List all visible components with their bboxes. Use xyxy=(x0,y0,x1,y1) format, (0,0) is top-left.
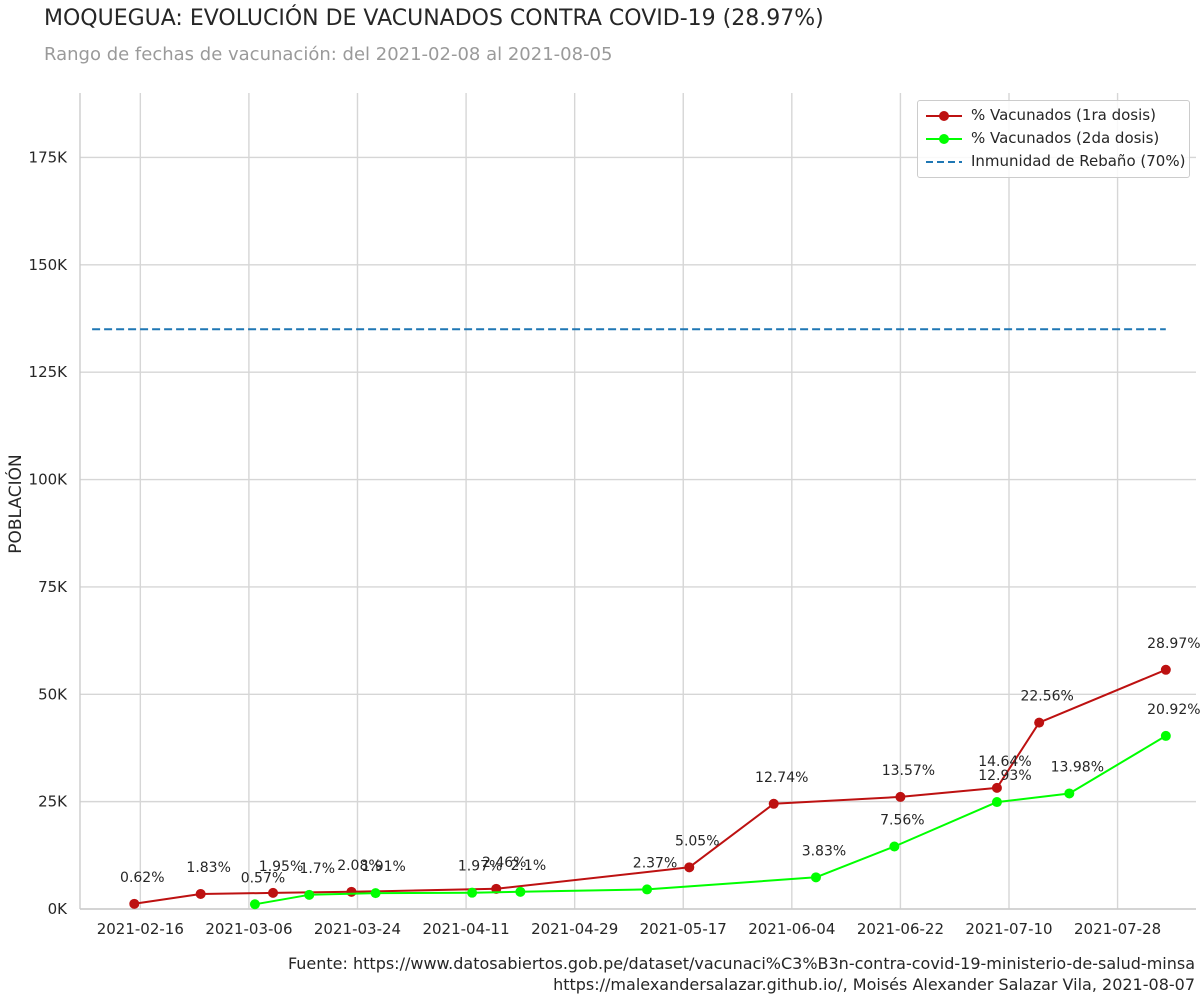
data-point-second-dose xyxy=(1160,730,1171,741)
legend-item-herd-immunity: Inmunidad de Rebaño (70%) xyxy=(918,151,1189,173)
data-point-first-dose xyxy=(684,862,695,873)
data-label-second-dose: 20.92% xyxy=(1147,702,1200,718)
legend: % Vacunados (1ra dosis) % Vacunados (2da… xyxy=(917,100,1190,178)
x-tick-label: 2021-04-11 xyxy=(422,920,509,938)
data-point-first-dose xyxy=(129,898,140,909)
data-point-second-dose xyxy=(515,886,526,897)
data-point-second-dose xyxy=(1064,788,1075,799)
data-label-first-dose: 12.74% xyxy=(755,770,808,786)
data-label-second-dose: 0.57% xyxy=(241,870,285,886)
x-tick-label: 2021-04-29 xyxy=(531,920,618,938)
data-point-first-dose xyxy=(768,798,779,809)
data-label-second-dose: 2.37% xyxy=(633,855,677,871)
data-label-first-dose: 1.83% xyxy=(186,860,230,876)
data-label-second-dose: 12.93% xyxy=(978,768,1031,784)
data-label-first-dose: 28.97% xyxy=(1147,636,1200,652)
data-point-second-dose xyxy=(810,872,821,883)
legend-second-dose-icon xyxy=(926,134,962,144)
y-tick-label: 0K xyxy=(48,900,69,918)
x-tick-label: 2021-02-16 xyxy=(97,920,184,938)
data-point-first-dose xyxy=(895,791,906,802)
data-label-second-dose: 1.97% xyxy=(458,859,502,875)
data-point-first-dose xyxy=(268,887,279,898)
chart-title: MOQUEGUA: EVOLUCIÓN DE VACUNADOS CONTRA … xyxy=(44,6,824,31)
data-point-second-dose xyxy=(889,841,900,852)
data-point-first-dose xyxy=(346,886,357,897)
data-point-second-dose xyxy=(642,884,653,895)
y-tick-label: 25K xyxy=(38,793,68,811)
x-tick-label: 2021-03-24 xyxy=(314,920,401,938)
data-label-first-dose: 22.56% xyxy=(1020,689,1073,705)
data-point-second-dose xyxy=(370,888,381,899)
source-line-2: https://malexandersalazar.github.io/, Mo… xyxy=(553,975,1195,994)
legend-item-first-dose: % Vacunados (1ra dosis) xyxy=(918,105,1189,127)
legend-herd-immunity-icon xyxy=(926,161,962,163)
data-label-second-dose: 1.7% xyxy=(299,861,335,877)
data-label-second-dose: 13.98% xyxy=(1051,759,1104,775)
grid xyxy=(80,93,1196,910)
data-label-first-dose: 0.62% xyxy=(120,870,164,886)
x-tick-label: 2021-07-10 xyxy=(965,920,1052,938)
y-tick-label: 75K xyxy=(38,578,68,596)
data-label-first-dose: 2.08% xyxy=(337,858,381,874)
legend-label-second-dose: % Vacunados (2da dosis) xyxy=(971,129,1160,147)
data-point-first-dose xyxy=(195,888,206,899)
x-tick-label: 2021-03-06 xyxy=(205,920,292,938)
x-tick-label: 2021-07-28 xyxy=(1074,920,1161,938)
legend-first-dose-icon xyxy=(926,111,962,121)
data-point-second-dose xyxy=(249,899,260,910)
data-label-first-dose: 13.57% xyxy=(882,763,935,779)
y-tick-label: 150K xyxy=(29,256,69,274)
data-point-second-dose xyxy=(991,797,1002,808)
data-label-second-dose: 7.56% xyxy=(880,813,924,829)
data-label-second-dose: 3.83% xyxy=(802,843,846,859)
x-tick-label: 2021-06-22 xyxy=(857,920,944,938)
data-label-first-dose: 14.64% xyxy=(978,754,1031,770)
x-tick-label: 2021-05-17 xyxy=(640,920,727,938)
y-tick-label: 100K xyxy=(29,471,69,489)
data-label-second-dose: 2.1% xyxy=(511,858,547,874)
legend-label-first-dose: % Vacunados (1ra dosis) xyxy=(971,106,1156,124)
ticks: 2021-02-16 2021-03-06 2021-03-24 2021-04-11… xyxy=(29,148,1162,938)
x-tick-label: 2021-06-04 xyxy=(748,920,835,938)
series-group xyxy=(92,328,1171,910)
y-axis-label: POBLACIÓN xyxy=(4,454,26,553)
data-label-first-dose: 5.05% xyxy=(675,833,719,849)
data-label-first-dose: 1.95% xyxy=(259,859,303,875)
y-tick-label: 125K xyxy=(29,363,69,381)
axes xyxy=(79,93,1196,910)
legend-label-herd-immunity: Inmunidad de Rebaño (70%) xyxy=(971,152,1186,170)
data-point-first-dose xyxy=(1160,664,1171,675)
data-point-first-dose xyxy=(991,782,1002,793)
data-label-second-dose: 1.91% xyxy=(361,859,405,875)
data-point-second-dose xyxy=(304,889,315,900)
chart-subtitle: Rango de fechas de vacunación: del 2021-… xyxy=(44,44,613,65)
y-tick-label: 50K xyxy=(38,685,68,703)
data-point-first-dose xyxy=(1034,717,1045,728)
y-tick-label: 175K xyxy=(29,148,69,166)
data-label-first-dose: 2.46% xyxy=(482,855,526,871)
data-point-second-dose xyxy=(467,887,478,898)
source-line-1: Fuente: https://www.datosabiertos.gob.pe… xyxy=(287,954,1195,973)
data-labels: 0.62% 1.83% 1.95% 2.08% 2.46% 5.05% 12.74% 13.5… xyxy=(120,636,1200,886)
legend-item-second-dose: % Vacunados (2da dosis) xyxy=(918,128,1189,150)
